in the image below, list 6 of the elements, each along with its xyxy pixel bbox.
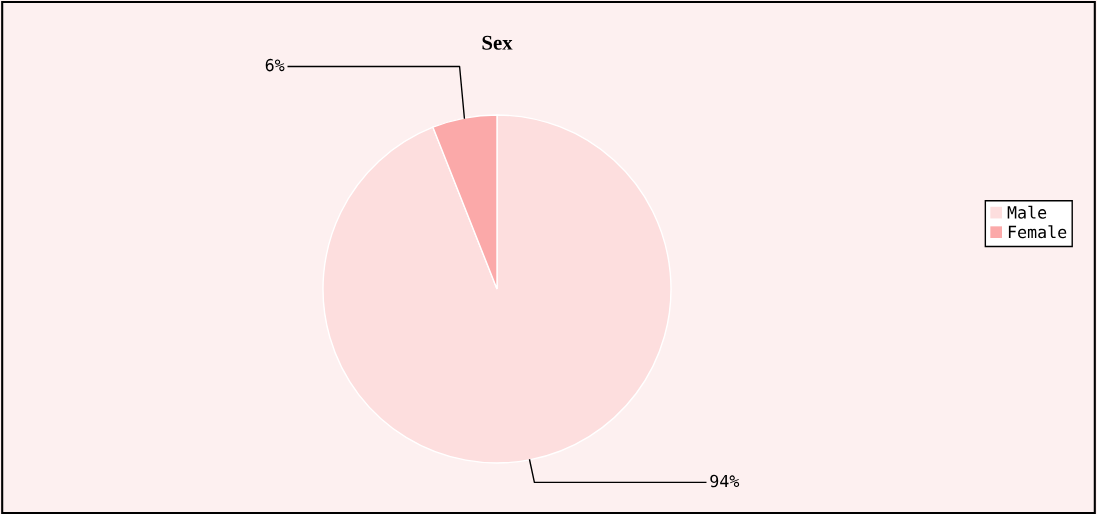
pie-slice	[322, 114, 672, 464]
chart-title: Sex	[482, 35, 513, 50]
data-label: 94%	[710, 474, 740, 488]
data-label: 6%	[265, 58, 285, 72]
legend-label: Male	[1007, 205, 1047, 219]
legend-label: Female	[1008, 225, 1067, 239]
